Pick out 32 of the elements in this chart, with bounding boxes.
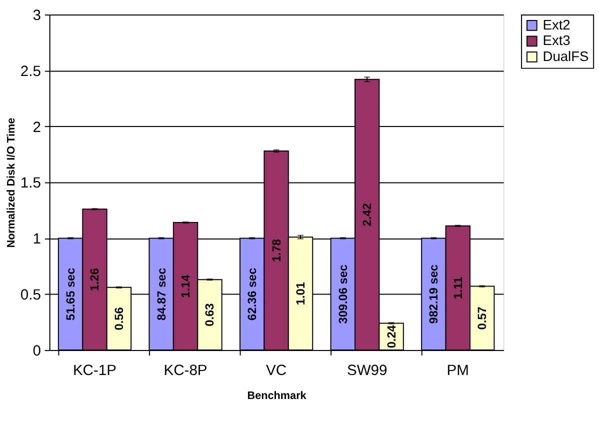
x-axis-title: Benchmark bbox=[247, 390, 308, 402]
data-label: 0.57 bbox=[475, 306, 490, 330]
annotation: 84.87 sec bbox=[154, 267, 168, 320]
data-label: 1.14 bbox=[178, 274, 192, 298]
y-tick-label: 2 bbox=[32, 120, 41, 136]
legend-label: Ext2 bbox=[542, 16, 570, 32]
data-label: 1.01 bbox=[293, 282, 308, 306]
legend-label: DualFS bbox=[542, 48, 589, 64]
data-label: 1.11 bbox=[450, 276, 465, 300]
annotation: 982.19 sec bbox=[426, 264, 441, 324]
data-label: 0.56 bbox=[112, 306, 126, 330]
y-tick-label: 2.5 bbox=[20, 64, 41, 80]
annotation: 309.06 sec bbox=[336, 264, 350, 324]
x-tick-label: KC-1P bbox=[72, 363, 117, 380]
x-tick-label: PM bbox=[446, 363, 469, 380]
legend-label: Ext3 bbox=[542, 32, 571, 48]
x-tick-label: VC bbox=[266, 363, 287, 380]
annotation: 62.36 sec bbox=[245, 267, 260, 320]
y-axis-title: Normalized Disk I/O Time bbox=[5, 118, 18, 248]
y-tick-label: 0.5 bbox=[20, 288, 41, 304]
y-tick-label: 3 bbox=[32, 8, 41, 24]
x-tick-label: KC-8P bbox=[164, 363, 208, 380]
y-tick-label: 1 bbox=[32, 232, 41, 248]
data-label: 2.42 bbox=[360, 202, 374, 226]
y-tick-label: 1.5 bbox=[20, 176, 41, 192]
data-label: 0.63 bbox=[202, 302, 217, 326]
data-label: 1.26 bbox=[88, 268, 102, 292]
data-label: 0.24 bbox=[384, 324, 398, 348]
data-label: 1.78 bbox=[269, 238, 284, 262]
y-tick-label: 0 bbox=[32, 343, 41, 360]
annotation: 51.65 sec bbox=[63, 267, 78, 320]
x-tick-label: SW99 bbox=[346, 363, 388, 380]
